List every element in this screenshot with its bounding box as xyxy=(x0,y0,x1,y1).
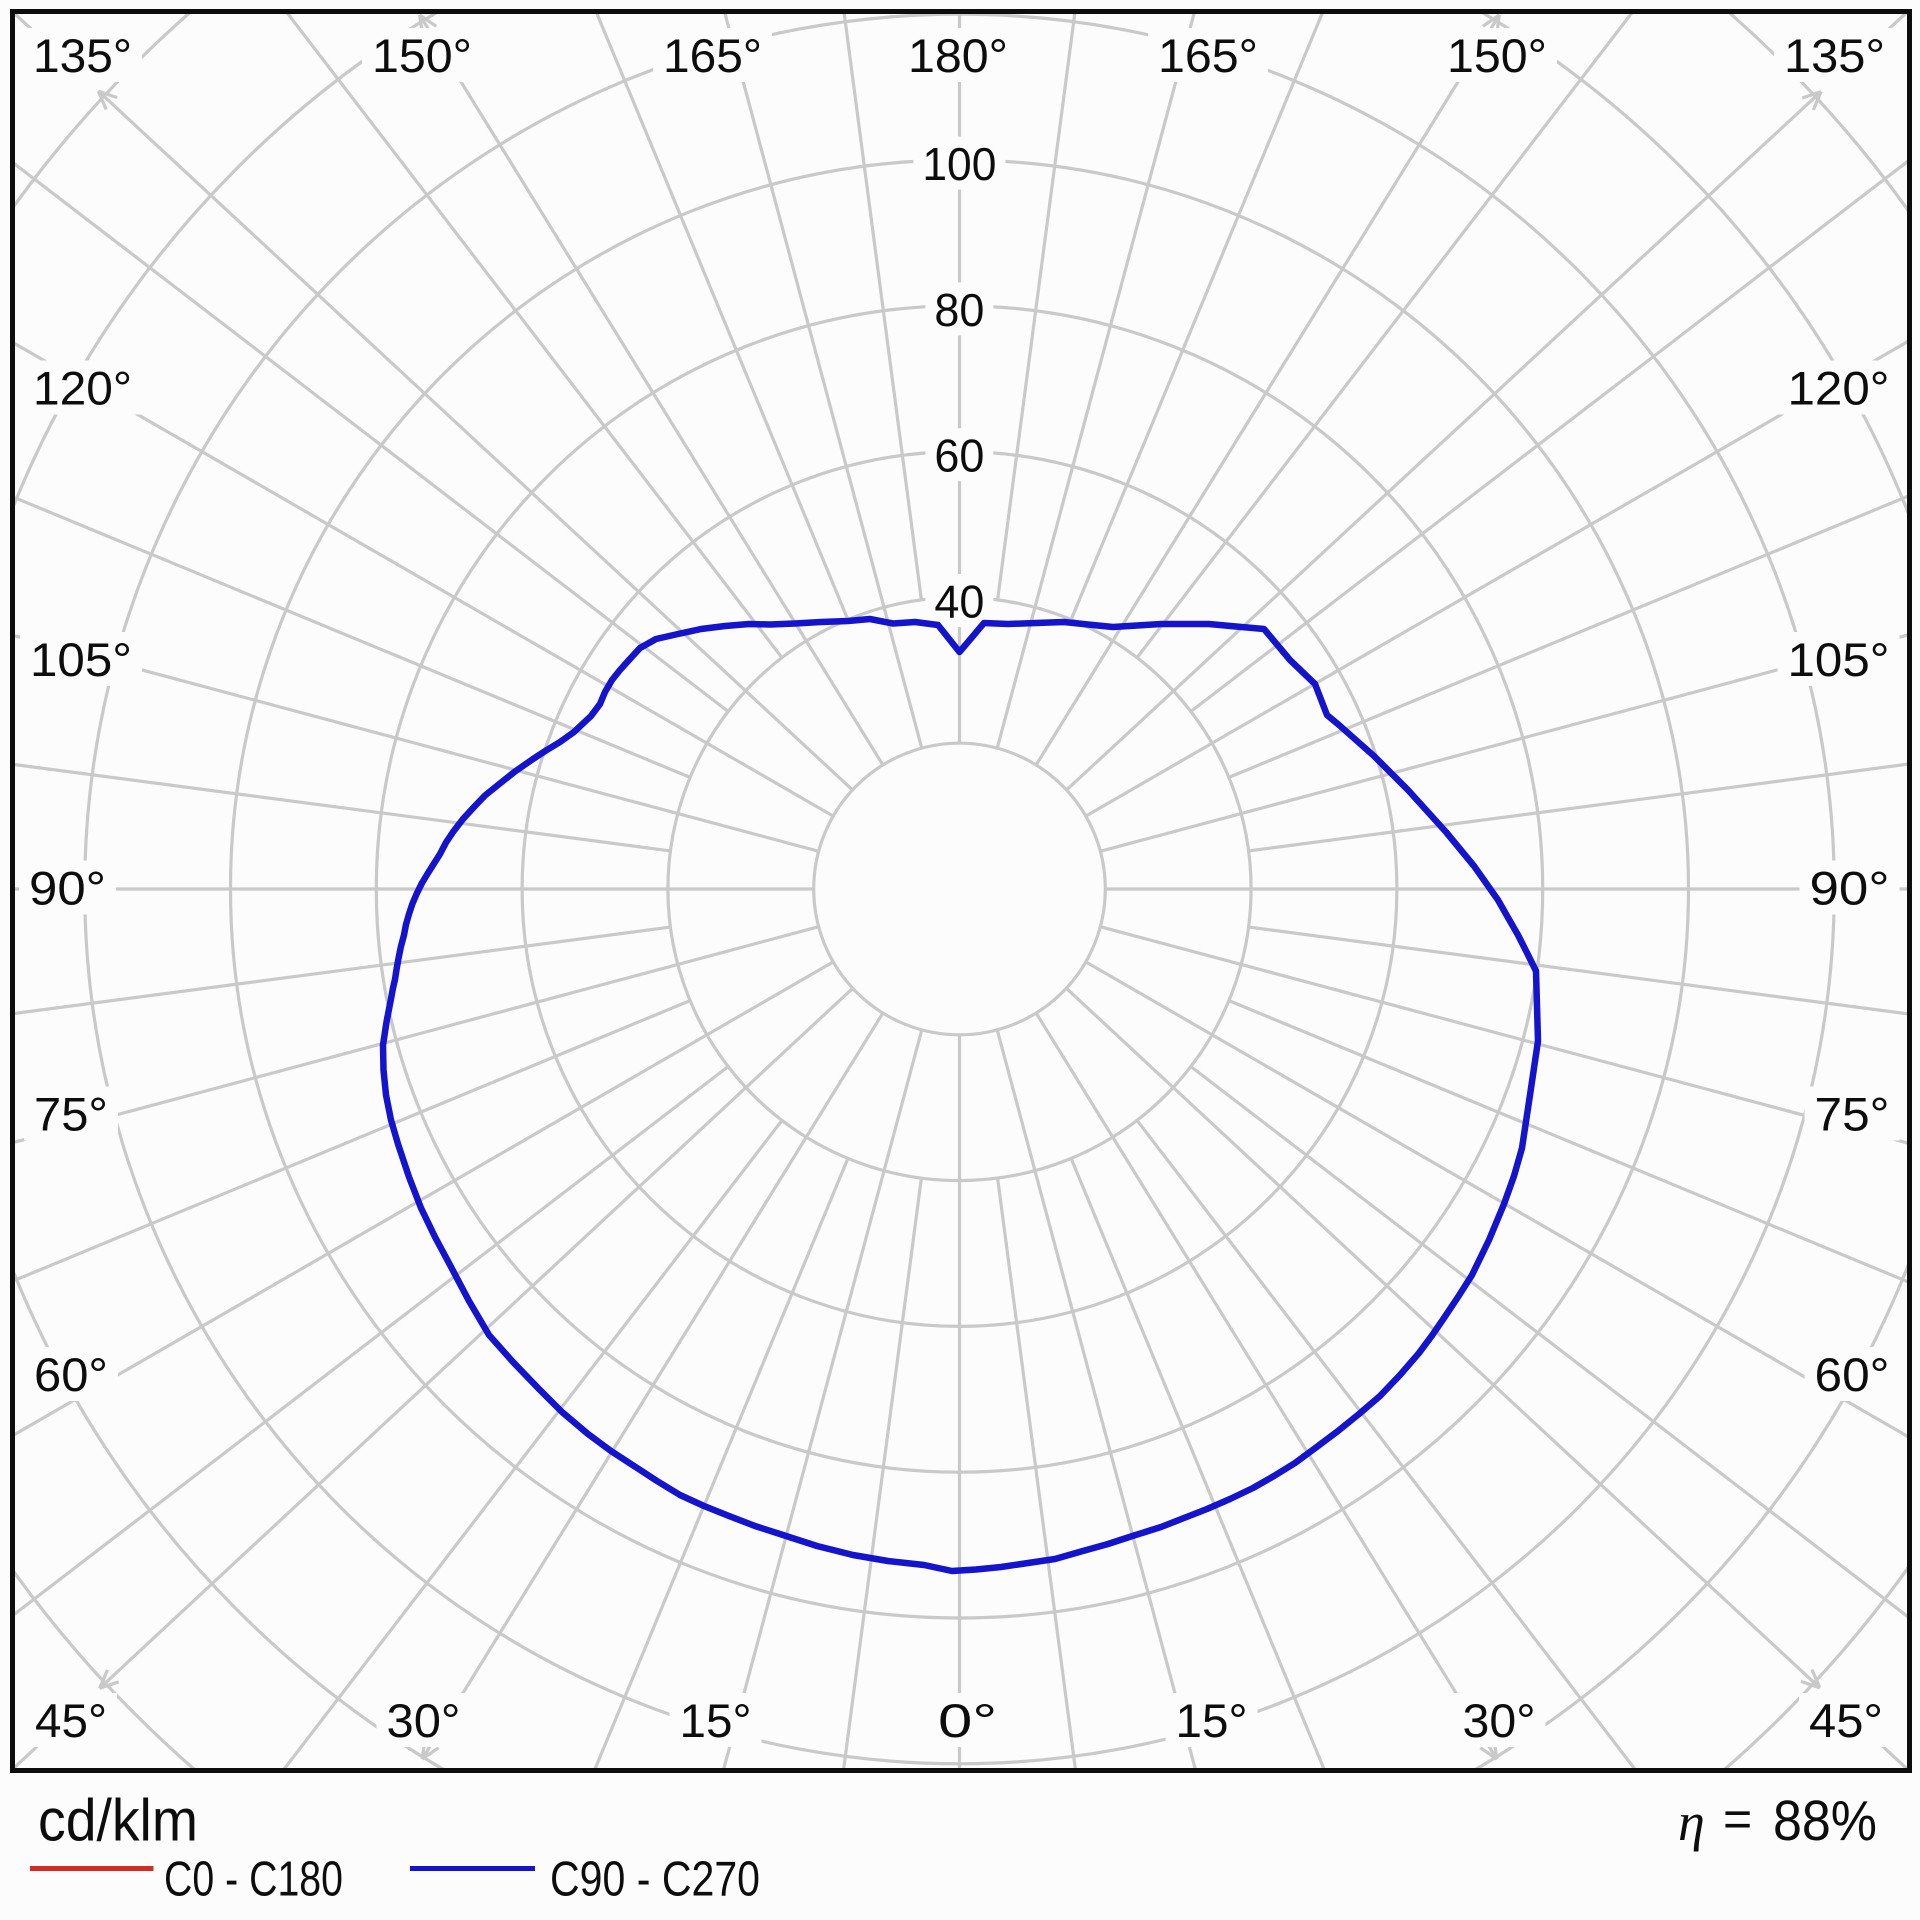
svg-text:C0 - C180: C0 - C180 xyxy=(164,1853,343,1907)
svg-text:150°: 150° xyxy=(1447,29,1547,82)
svg-text:100: 100 xyxy=(922,138,996,190)
svg-text:15°: 15° xyxy=(680,1694,752,1747)
svg-text:90°: 90° xyxy=(29,862,106,915)
svg-text:135°: 135° xyxy=(33,29,132,82)
svg-text:88%: 88% xyxy=(1773,1789,1877,1853)
svg-text:15°: 15° xyxy=(1176,1694,1248,1747)
svg-text:C90 - C270: C90 - C270 xyxy=(550,1853,760,1907)
svg-text:75°: 75° xyxy=(34,1088,108,1141)
svg-text:75°: 75° xyxy=(1815,1088,1890,1141)
svg-text:120°: 120° xyxy=(33,362,132,415)
svg-text:105°: 105° xyxy=(30,633,132,686)
svg-text:cd/klm: cd/klm xyxy=(38,1787,198,1853)
svg-text:45°: 45° xyxy=(1809,1694,1883,1747)
svg-text:80: 80 xyxy=(934,284,984,336)
svg-text:60°: 60° xyxy=(1815,1348,1890,1401)
svg-text:=: = xyxy=(1723,1791,1752,1847)
svg-text:150°: 150° xyxy=(372,29,472,82)
svg-text:45°: 45° xyxy=(35,1694,107,1747)
svg-text:η: η xyxy=(1678,1792,1705,1852)
svg-text:90°: 90° xyxy=(1810,862,1890,915)
svg-text:0°: 0° xyxy=(938,1694,997,1747)
svg-text:165°: 165° xyxy=(1158,29,1258,82)
svg-text:30°: 30° xyxy=(1463,1694,1536,1747)
svg-text:60°: 60° xyxy=(34,1348,108,1401)
svg-text:40: 40 xyxy=(934,576,984,628)
svg-text:30°: 30° xyxy=(387,1694,461,1747)
svg-text:165°: 165° xyxy=(663,29,762,82)
svg-text:120°: 120° xyxy=(1788,362,1890,415)
svg-text:180°: 180° xyxy=(908,29,1008,82)
svg-text:60: 60 xyxy=(934,430,984,482)
svg-text:105°: 105° xyxy=(1788,633,1890,686)
svg-text:135°: 135° xyxy=(1784,29,1885,82)
